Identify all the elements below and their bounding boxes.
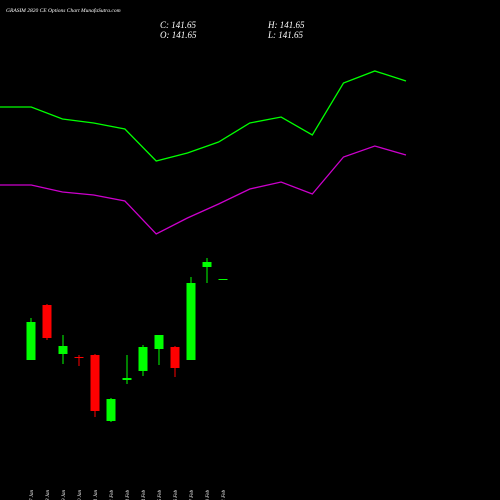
candle-body — [42, 305, 52, 338]
x-tick-label: 05 Feb — [158, 490, 163, 500]
x-tick-label: 03 Feb — [126, 490, 131, 500]
candle-body — [58, 346, 68, 354]
info-open: O: 141.65 — [160, 30, 197, 40]
info-low: L: 141.65 — [267, 30, 304, 40]
candle-body — [218, 279, 228, 280]
candle-body — [106, 399, 116, 421]
x-tick-label: 07 Feb — [190, 490, 195, 500]
info-high: H: 141.65 — [267, 20, 305, 30]
x-tick-label: 01 Feb — [110, 490, 115, 500]
x-tick-label: 30 Jan — [78, 490, 83, 500]
x-tick-label: 28 Jan — [46, 490, 51, 500]
candle-body — [26, 322, 36, 360]
candle-body — [74, 357, 84, 358]
band-line — [0, 70, 407, 162]
x-tick-label: 29 Jan — [62, 490, 67, 500]
band-line — [0, 145, 407, 235]
x-tick-label: 31 Jan — [94, 490, 99, 500]
candle-body — [154, 335, 164, 349]
candle-body — [90, 355, 100, 411]
x-tick-label: 06 Feb — [174, 490, 179, 500]
candle-body — [170, 347, 180, 368]
chart-title: GRASIM 2820 CE Options Chart MunafaSutra… — [6, 7, 121, 14]
x-tick-label: 04 Feb — [142, 490, 147, 500]
x-tick-label: 27 Jan — [30, 490, 35, 500]
x-tick-label: 11 Feb — [222, 490, 227, 500]
candle-body — [202, 262, 212, 267]
candle-body — [122, 378, 132, 380]
info-close: C: 141.65 — [160, 20, 197, 30]
candle-body — [186, 283, 196, 360]
x-tick-label: 10 Feb — [206, 490, 211, 500]
candle-body — [138, 347, 148, 371]
